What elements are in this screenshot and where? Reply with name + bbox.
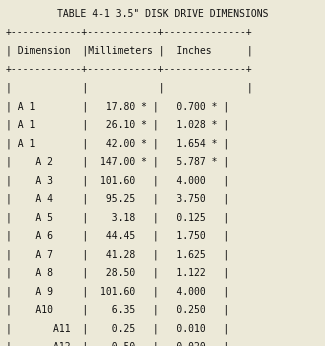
Text: TABLE 4-1 3.5" DISK DRIVE DIMENSIONS: TABLE 4-1 3.5" DISK DRIVE DIMENSIONS xyxy=(57,9,268,19)
Text: |    A 9     |  101.60   |   4.000   |: | A 9 | 101.60 | 4.000 | xyxy=(6,286,229,297)
Text: +------------+------------+--------------+: +------------+------------+-------------… xyxy=(6,27,253,37)
Text: | A 1        |   17.80 * |   0.700 * |: | A 1 | 17.80 * | 0.700 * | xyxy=(6,101,229,112)
Text: |    A 7     |   41.28   |   1.625   |: | A 7 | 41.28 | 1.625 | xyxy=(6,249,229,260)
Text: |    A 4     |   95.25   |   3.750   |: | A 4 | 95.25 | 3.750 | xyxy=(6,194,229,204)
Text: | A 1        |   42.00 * |   1.654 * |: | A 1 | 42.00 * | 1.654 * | xyxy=(6,138,229,149)
Text: |    A 6     |   44.45   |   1.750   |: | A 6 | 44.45 | 1.750 | xyxy=(6,231,229,241)
Text: |    A10     |    6.35   |   0.250   |: | A10 | 6.35 | 0.250 | xyxy=(6,305,229,315)
Text: |    A 3     |  101.60   |   4.000   |: | A 3 | 101.60 | 4.000 | xyxy=(6,175,229,186)
Text: | Dimension  |Millimeters |  Inches      |: | Dimension |Millimeters | Inches | xyxy=(6,46,253,56)
Text: |    A 5     |    3.18   |   0.125   |: | A 5 | 3.18 | 0.125 | xyxy=(6,212,229,223)
Text: |       A12  |    0.50   |   0.020   |: | A12 | 0.50 | 0.020 | xyxy=(6,342,229,346)
Text: | A 1        |   26.10 * |   1.028 * |: | A 1 | 26.10 * | 1.028 * | xyxy=(6,120,229,130)
Text: |       A11  |    0.25   |   0.010   |: | A11 | 0.25 | 0.010 | xyxy=(6,323,229,334)
Text: |            |            |              |: | | | | xyxy=(6,83,253,93)
Text: +------------+------------+--------------+: +------------+------------+-------------… xyxy=(6,64,253,74)
Text: |    A 8     |   28.50   |   1.122   |: | A 8 | 28.50 | 1.122 | xyxy=(6,268,229,278)
Text: |    A 2     |  147.00 * |   5.787 * |: | A 2 | 147.00 * | 5.787 * | xyxy=(6,157,229,167)
